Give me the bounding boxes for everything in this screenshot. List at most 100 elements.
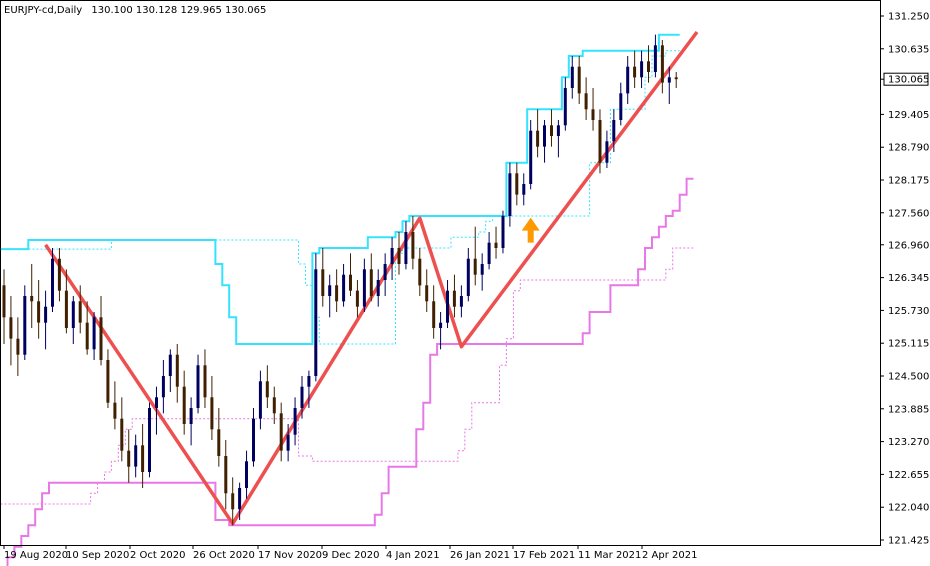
candle-body [30,296,34,302]
candle-body [321,269,325,296]
candle-body [78,301,82,323]
date-tick-label: 26 Oct 2020 [193,550,255,561]
candle-body [563,88,567,126]
candle-body [161,376,165,398]
current-price-label: 130.065 [888,75,929,86]
price-tick-label: 128.790 [888,143,929,154]
zigzag-line [44,30,699,526]
candle-body [605,141,609,163]
candle-body [591,109,595,120]
price-tick-label: 123.885 [888,404,929,415]
candle-body [653,45,657,72]
candle-body [494,242,498,248]
candle-body [446,290,449,323]
price-tick-label: 123.270 [888,437,929,448]
candle-body [667,77,671,83]
symbol-label: EURJPY-cd,Daily [4,5,82,16]
candle-body [286,434,290,451]
candle-body [508,173,512,216]
candle-body [432,301,436,328]
candle-body [37,301,41,323]
arrow-layer [521,217,540,243]
candle-body [113,402,117,419]
upper-lag-line [0,50,680,345]
candle-body [307,376,311,387]
candle-body [335,285,339,302]
candle-body [459,296,463,307]
candle-body [182,386,186,424]
candle-body [473,258,477,275]
price-tick-label: 126.960 [888,240,929,251]
candle-body [466,258,470,296]
candle-body [328,285,332,296]
candle-body [355,290,359,307]
candle-body [376,280,380,296]
candle-body [619,93,623,120]
candle-body [349,274,352,291]
candle-body [279,413,283,451]
date-tick-label: 9 Dec 2020 [322,550,380,561]
candle-body [175,354,179,387]
candle-body [217,429,221,456]
candle-body [231,493,235,510]
candles-layer [2,34,678,526]
candle-body [64,290,68,328]
plot-frame [0,0,881,546]
date-tick-label: 4 Jan 2021 [386,550,440,561]
candle-body [647,61,650,72]
candle-body [626,66,630,94]
candle-body [265,381,269,398]
candle-body [369,269,373,296]
candle-body [660,45,664,83]
candle-body [120,418,124,451]
candle-body [9,317,13,339]
candle-body [584,93,588,110]
price-tick-label: 125.730 [888,306,929,317]
candle-body [210,397,214,430]
candle-body [550,125,553,136]
candle-body [23,296,27,355]
price-tick-label: 125.115 [888,339,929,350]
candle-body [92,317,96,350]
candle-body [487,242,491,264]
price-tick-label: 129.405 [888,110,929,121]
candle-body [556,125,560,136]
candle-body [543,125,546,147]
candle-body [418,258,422,286]
candle-body [577,66,581,94]
buy-signal-arrow-icon [521,217,540,243]
candle-body [425,285,429,302]
candle-body [258,381,262,419]
current-price-box [883,72,929,86]
candle-body [155,397,158,408]
candle-body [252,418,255,462]
candle-body [245,461,248,488]
price-tick-label: 122.040 [888,503,929,514]
candle-body [633,66,637,78]
candle-body [612,120,616,142]
date-tick-label: 11 Mar 2021 [578,550,641,561]
zigzag-layer [44,30,699,526]
candle-body [411,232,415,259]
date-tick-label: 2 Oct 2020 [130,550,185,561]
date-tick-label: 17 Feb 2021 [513,550,575,561]
candle-body [272,397,276,414]
candle-body [85,322,89,350]
candle-body [522,184,526,195]
candle-body [397,248,401,264]
candle-body [224,456,228,494]
price-tick-label: 122.655 [888,470,929,481]
date-tick-label: 17 Nov 2020 [258,550,322,561]
candle-body [598,120,602,163]
channel-layer [0,33,694,566]
candle-body [293,408,297,435]
candle-body [383,264,387,280]
candle-body [71,301,75,328]
price-tick-label: 130.635 [888,44,929,55]
candle-body [529,130,533,184]
candle-body [148,408,151,472]
candle-body [570,66,574,88]
